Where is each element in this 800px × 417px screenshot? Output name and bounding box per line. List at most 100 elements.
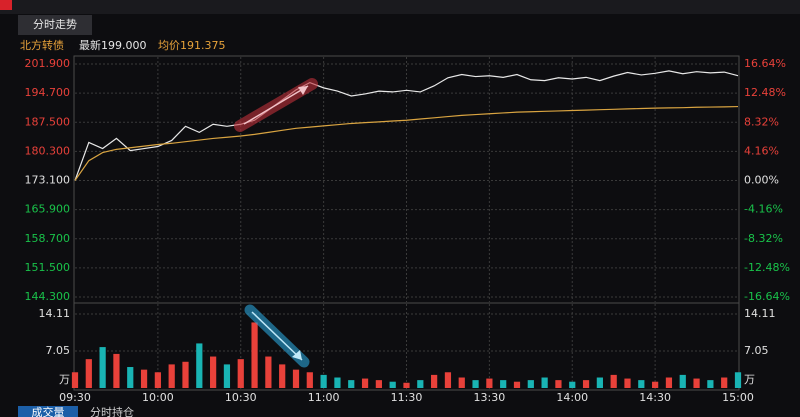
volume-bar — [624, 378, 631, 388]
volume-bar — [320, 374, 327, 388]
y-tick-label: 14.11 — [39, 307, 71, 320]
y2-tick-label: 7.05 — [744, 344, 769, 357]
price-line — [74, 105, 739, 181]
volume-bar — [472, 380, 479, 388]
volume-unit: 万 — [744, 373, 755, 386]
volume-bar — [610, 374, 617, 388]
y-tick-label: 173.100 — [25, 174, 71, 187]
y-tick-label: 187.500 — [25, 115, 71, 128]
volume-bar — [417, 380, 424, 388]
volume-bar — [541, 377, 548, 388]
tab[interactable] — [18, 15, 92, 35]
volume-bar — [306, 372, 313, 388]
latest-price: 最新199.000 — [79, 38, 147, 52]
volume-bar — [140, 369, 148, 388]
volume-bar — [569, 381, 576, 388]
volume-bar — [638, 380, 645, 388]
volume-bar — [458, 377, 465, 388]
volume-bar — [444, 372, 452, 388]
volume-unit: 万 — [59, 373, 70, 386]
y-tick-label: 180.300 — [25, 144, 71, 157]
volume-bar — [707, 380, 714, 388]
volume-bar — [665, 377, 673, 388]
bottom-tab-active[interactable] — [18, 406, 78, 417]
x-tick-label: 09:30 — [59, 391, 91, 404]
y2-tick-label: 0.00% — [744, 174, 779, 187]
x-tick-label: 11:00 — [308, 391, 340, 404]
volume-bar — [265, 356, 272, 388]
volume-bar — [375, 380, 382, 388]
app-icon — [0, 0, 12, 10]
volume-bar — [500, 380, 507, 388]
volume-bar — [237, 359, 244, 388]
y-tick-label: 194.700 — [25, 86, 71, 99]
tab-label[interactable]: 分时走势 — [33, 18, 77, 31]
bottom-tab-label[interactable]: 分时持仓 — [90, 405, 134, 417]
volume-bar — [486, 378, 493, 388]
volume-bar — [513, 381, 521, 388]
x-tick-label: 14:30 — [639, 391, 671, 404]
y2-tick-label: 4.16% — [744, 144, 779, 157]
volume-bar — [721, 377, 728, 388]
volume-bar — [223, 364, 231, 388]
volume-bar — [693, 378, 700, 388]
volume-bar — [679, 374, 686, 388]
y2-tick-label: -16.64% — [744, 290, 790, 303]
annotation-blue — [244, 304, 310, 368]
y2-tick-label: -8.32% — [744, 232, 783, 245]
volume-bar — [113, 353, 120, 388]
volume-bar — [652, 381, 659, 388]
y-tick-label: 144.300 — [25, 290, 71, 303]
x-tick-label: 15:00 — [722, 391, 754, 404]
volume-bar — [71, 372, 79, 388]
x-tick-label: 14:00 — [556, 391, 588, 404]
y-tick-label: 165.900 — [25, 203, 71, 216]
volume-bar — [85, 359, 92, 388]
bottom-tab-label[interactable]: 成交量 — [32, 405, 65, 417]
y2-tick-label: 12.48% — [744, 86, 786, 99]
x-tick-label: 13:30 — [474, 391, 506, 404]
volume-bar — [403, 382, 410, 388]
volume-bar — [348, 380, 355, 388]
plot: 201.900 194.700 187.500 180.300 173.100 165.9… — [25, 57, 790, 404]
volume-bar — [596, 377, 603, 388]
volume-bar — [555, 380, 562, 388]
bond-name: 北方转债 — [20, 38, 64, 52]
title-bar — [0, 0, 800, 14]
annotation-red — [234, 78, 318, 132]
y-tick-label: 7.05 — [46, 344, 71, 357]
volume-bar — [279, 364, 286, 388]
average-price: 均价191.375 — [158, 39, 226, 52]
y-tick-label: 151.500 — [25, 261, 71, 274]
volume-bar — [582, 380, 590, 388]
volume-bar — [734, 372, 742, 388]
y2-tick-label: 8.32% — [744, 115, 779, 128]
volume-bar — [431, 374, 438, 388]
volume-bar — [389, 381, 396, 388]
y2-tick-label: -12.48% — [744, 261, 790, 274]
volume-bar — [196, 343, 203, 388]
x-tick-label: 11:30 — [391, 391, 423, 404]
volume-bar — [154, 372, 161, 388]
volume-bar — [210, 356, 217, 388]
volume-bar — [127, 367, 134, 388]
y-tick-label: 201.900 — [25, 57, 71, 70]
volume-bar — [292, 369, 300, 388]
y2-tick-label: 14.11 — [744, 307, 776, 320]
y-tick-label: 158.700 — [25, 232, 71, 245]
x-tick-label: 10:30 — [225, 391, 257, 404]
volume-bar — [99, 347, 106, 388]
volume-bar — [168, 364, 175, 388]
volume-bar — [182, 361, 189, 388]
x-tick-label: 10:00 — [142, 391, 174, 404]
volume-bar — [334, 377, 341, 388]
y2-tick-label: 16.64% — [744, 57, 786, 70]
plot-frame — [73, 55, 740, 391]
volume-bar — [361, 378, 369, 388]
price-line — [74, 70, 739, 181]
volume-bar — [251, 322, 258, 388]
y2-tick-label: -4.16% — [744, 203, 783, 216]
